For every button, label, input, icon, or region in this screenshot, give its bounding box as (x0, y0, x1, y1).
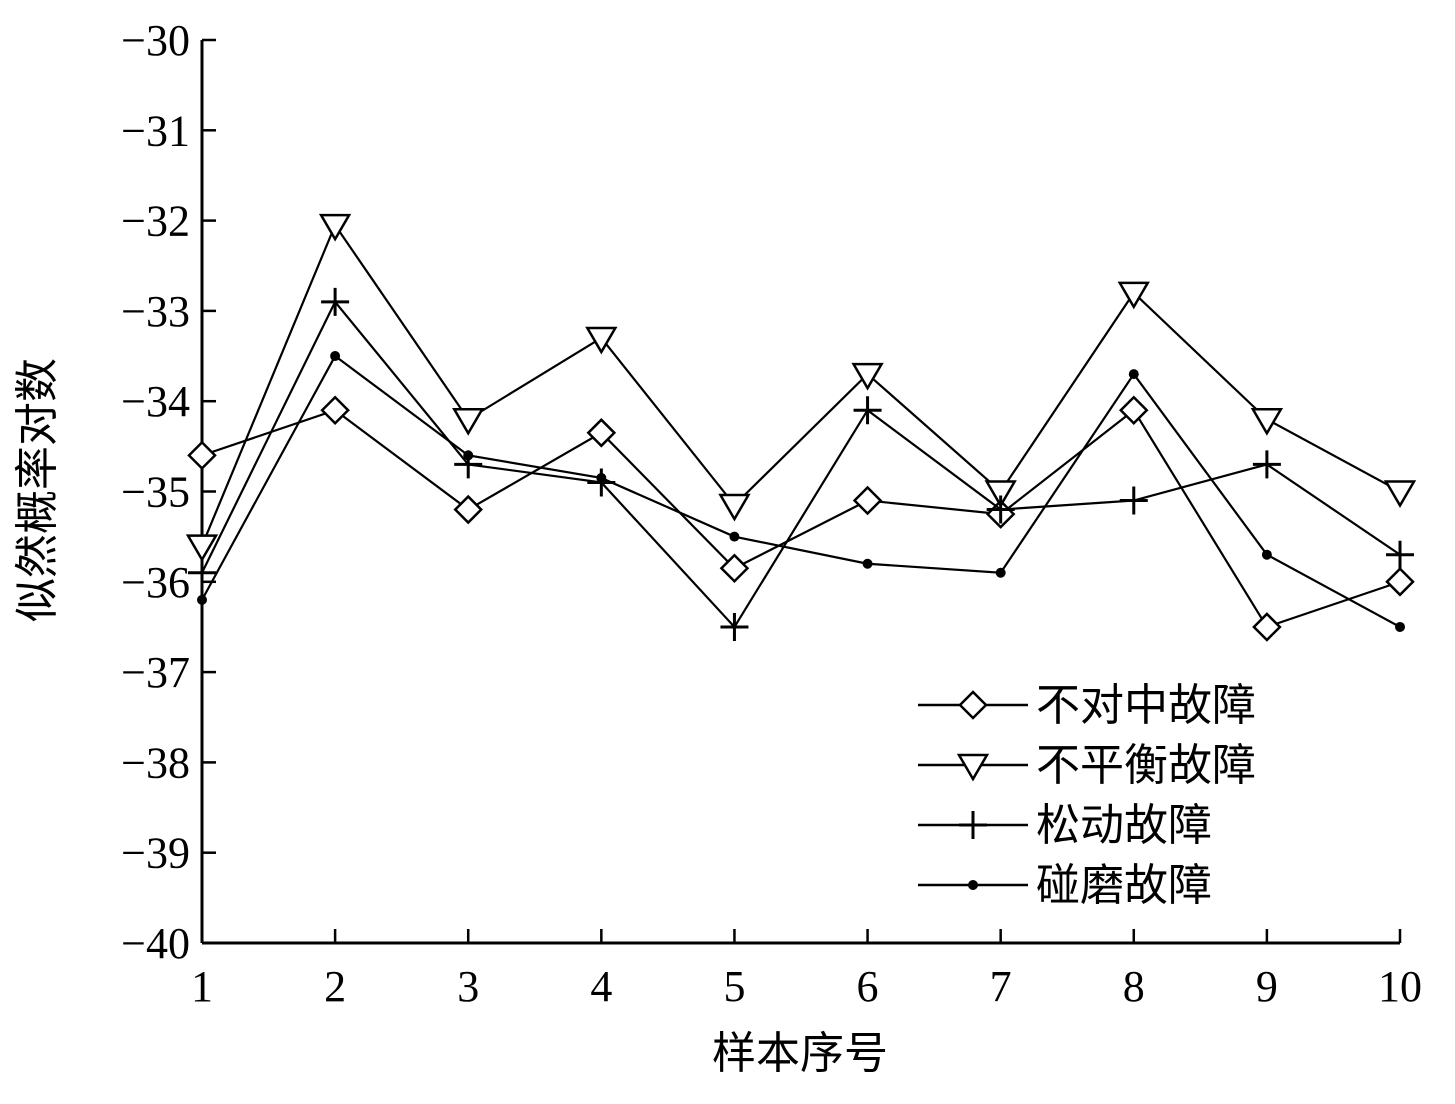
y-axis-title: 似然概率对数 (12, 358, 63, 622)
y-tick-label: −33 (121, 287, 190, 336)
y-tick-label: −32 (121, 197, 190, 246)
data-point (321, 287, 350, 316)
data-point (197, 594, 207, 605)
x-tick-label: 8 (1123, 962, 1145, 1011)
x-tick-label: 3 (457, 962, 479, 1011)
series-line (201, 408, 1401, 629)
y-tick-label: −34 (121, 377, 190, 426)
data-point (984, 480, 1017, 508)
data-point (1119, 395, 1149, 425)
y-tick-label: −36 (121, 558, 190, 607)
data-point (1383, 480, 1417, 508)
legend-marker (968, 880, 978, 890)
legend-label: 不平衡故障 (1036, 740, 1256, 791)
y-tick-label: −35 (121, 468, 190, 517)
x-tick-label: 4 (590, 962, 612, 1011)
y-tick-label: −39 (121, 829, 190, 878)
series-line (201, 299, 1401, 629)
legend-entry-1: 不对中故障 (918, 680, 1256, 731)
x-axis-title: 样本序号 (712, 1028, 888, 1079)
legend-label: 松动故障 (1036, 800, 1212, 851)
y-tick-label: −38 (121, 738, 190, 787)
series-3 (188, 287, 1414, 641)
data-point (463, 450, 474, 461)
data-point (452, 408, 485, 436)
data-point (719, 553, 750, 584)
data-point (596, 472, 607, 483)
series-line (200, 222, 1401, 547)
data-point (585, 326, 618, 355)
series-1 (187, 395, 1415, 642)
legend-label: 碰磨故障 (1036, 860, 1212, 911)
data-point (453, 494, 483, 525)
data-point (330, 351, 341, 362)
data-point (1250, 408, 1284, 436)
data-point (318, 213, 352, 242)
data-point (1128, 369, 1139, 380)
data-point (1395, 621, 1405, 632)
data-point (729, 531, 740, 542)
y-tick-label: −40 (121, 919, 190, 968)
data-point (1252, 450, 1281, 479)
data-point (718, 493, 751, 522)
data-point (853, 396, 882, 425)
data-point (1385, 567, 1415, 597)
data-point (862, 558, 873, 569)
x-tick-label: 10 (1378, 962, 1422, 1011)
data-point (1386, 540, 1414, 569)
y-tick-label: −37 (121, 648, 190, 697)
data-point (187, 440, 217, 471)
legend-label: 不对中故障 (1036, 680, 1256, 731)
data-point (320, 395, 350, 425)
x-tick-label: 5 (723, 962, 745, 1011)
data-point (995, 567, 1006, 578)
x-tick-label: 6 (857, 962, 879, 1011)
legend-entry-4: 碰磨故障 (918, 860, 1212, 911)
data-point (185, 534, 219, 563)
data-point (852, 485, 883, 516)
legend-marker (956, 753, 990, 782)
data-point (851, 362, 884, 391)
legend-marker (958, 690, 988, 720)
data-point (986, 495, 1015, 524)
x-tick-label: 2 (324, 962, 346, 1011)
data-point (1261, 549, 1272, 560)
data-point (720, 612, 749, 641)
legend-marker (959, 811, 987, 839)
series-4 (197, 351, 1405, 632)
data-point (188, 558, 216, 587)
series-layer (185, 213, 1417, 642)
y-tick-label: −31 (121, 106, 190, 155)
x-tick-label: 7 (990, 962, 1012, 1011)
series-line (201, 354, 1401, 628)
data-point (1252, 612, 1282, 642)
legend-entry-2: 不平衡故障 (918, 740, 1256, 791)
data-point (586, 418, 617, 448)
y-tick-label: −30 (121, 16, 190, 65)
legend-entry-3: 松动故障 (918, 800, 1212, 851)
x-tick-label: 1 (191, 962, 213, 1011)
x-tick-label: 9 (1256, 962, 1278, 1011)
data-point (1117, 281, 1150, 310)
axes: −30 −31 −32 −33 −34 −35 −36 −37 −38 −39 −401 2 3 4 5 6 7… (121, 16, 1422, 1011)
series-2 (185, 213, 1417, 563)
data-point (1119, 486, 1148, 515)
